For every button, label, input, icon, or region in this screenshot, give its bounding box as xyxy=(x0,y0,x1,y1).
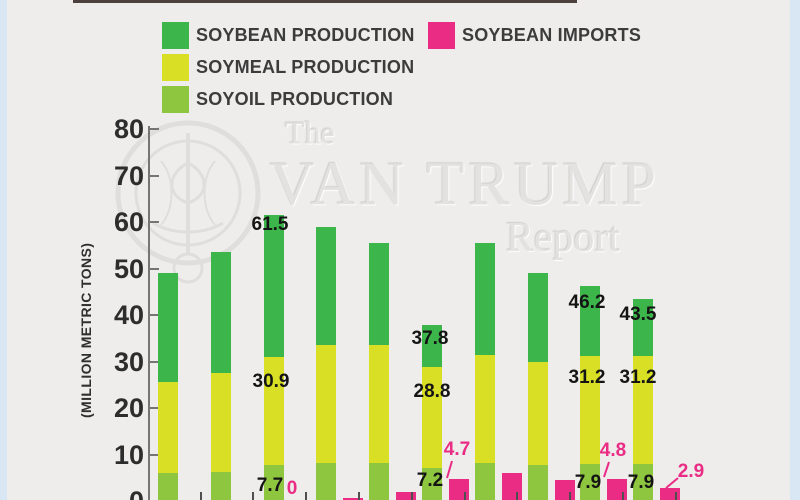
legend-label-soymeal-production: SOYMEAL PRODUCTION xyxy=(196,57,415,77)
legend-label-soyoil-production: SOYOIL PRODUCTION xyxy=(196,89,394,109)
imports-bar xyxy=(501,473,522,500)
y-tick-mark xyxy=(150,174,159,177)
y-tick-label: 70 xyxy=(113,160,144,191)
value-label: 0 xyxy=(286,478,298,499)
y-tick-label: 40 xyxy=(113,300,144,330)
soymeal-bar xyxy=(580,355,601,500)
chart-panel-background xyxy=(7,0,790,500)
soymeal-bar xyxy=(369,345,390,500)
value-label: 7.9 xyxy=(627,472,655,493)
y-tick-mark xyxy=(150,407,159,409)
x-axis-tick xyxy=(357,492,360,500)
soybean-production-swatch xyxy=(162,22,189,49)
y-tick-mark xyxy=(150,221,159,223)
value-label: 7.7 xyxy=(256,475,284,496)
y-tick-label: 80 xyxy=(113,114,144,144)
legend-item-soybean-imports: SOYBEAN IMPORTS xyxy=(428,22,641,49)
soybean-imports-swatch xyxy=(428,22,455,49)
soyoil-bar xyxy=(158,473,178,500)
value-label: 31.2 xyxy=(619,367,657,388)
soyoil-bar xyxy=(263,465,284,500)
value-label: 4.7 xyxy=(443,439,471,460)
imports-bar xyxy=(449,479,469,500)
value-label: 61.5 xyxy=(251,214,289,235)
top-strip xyxy=(73,0,577,3)
x-axis-tick xyxy=(410,492,413,500)
soyoil-bar xyxy=(316,462,337,500)
watermark-van-trump: VAN TRUMP xyxy=(269,150,661,219)
legend-item-soyoil-production: SOYOIL PRODUCTION xyxy=(162,86,393,113)
x-axis-tick xyxy=(674,492,677,500)
soymeal-bar xyxy=(633,355,654,500)
y-tick-label: 60 xyxy=(113,207,144,237)
soyoil-bar xyxy=(422,467,442,500)
watermark-the: The xyxy=(285,114,335,151)
soyoil-bar xyxy=(474,462,495,500)
y-tick-label: 0 xyxy=(84,485,144,500)
value-label: 4.8 xyxy=(599,440,627,461)
y-tick-label: 20 xyxy=(113,393,144,423)
x-axis-tick xyxy=(252,492,255,500)
soyoil-bar xyxy=(633,464,654,500)
y-tick-mark xyxy=(150,360,159,363)
y-tick-label: 30 xyxy=(113,346,144,377)
value-label: 43.5 xyxy=(619,304,657,325)
value-label: 28.8 xyxy=(413,381,451,402)
value-label: 2.9 xyxy=(677,461,705,482)
x-axis-tick xyxy=(199,492,202,500)
value-label: 7.9 xyxy=(574,472,602,493)
legend-label-soybean-production: SOYBEAN PRODUCTION xyxy=(196,25,415,45)
soymeal-production-swatch xyxy=(162,54,189,81)
imports-bar xyxy=(396,492,417,500)
x-axis-tick xyxy=(621,492,624,500)
x-axis-tick xyxy=(516,492,519,500)
imports-bar xyxy=(607,478,628,500)
value-label: 46.2 xyxy=(568,292,606,313)
imports-bar xyxy=(554,480,575,500)
soyoil-bar xyxy=(369,462,390,500)
x-axis-tick xyxy=(305,492,308,500)
imports-bar xyxy=(343,497,364,500)
legend-item-soymeal-production: SOYMEAL PRODUCTION xyxy=(162,54,414,81)
soyoil-bar xyxy=(580,464,601,500)
y-tick-mark xyxy=(150,314,159,316)
soymeal-bar xyxy=(158,382,178,500)
soyoil-production-swatch xyxy=(162,86,189,113)
x-axis-tick xyxy=(569,492,572,500)
y-axis-line xyxy=(148,126,150,500)
watermark-report: Report xyxy=(505,215,621,261)
soymeal-bar xyxy=(316,345,337,500)
y-tick-mark xyxy=(150,128,159,130)
imports-bar xyxy=(660,487,681,500)
soymeal-bar xyxy=(210,373,231,500)
soymeal-bar xyxy=(263,357,284,500)
x-axis-tick xyxy=(463,492,466,500)
y-tick-label: 50 xyxy=(113,253,144,284)
van-trump-grain-logo-watermark xyxy=(115,120,261,284)
soyoil-bar xyxy=(527,465,548,500)
value-label: 31.2 xyxy=(568,367,606,388)
legend-label-soybean-imports: SOYBEAN IMPORTS xyxy=(462,25,642,45)
y-tick-mark xyxy=(150,267,159,270)
y-tick-label: 10 xyxy=(113,439,144,470)
value-label: 30.9 xyxy=(252,371,290,392)
y-tick-mark xyxy=(150,453,159,456)
legend-item-soybean-production: SOYBEAN PRODUCTION xyxy=(162,22,415,49)
soyoil-bar xyxy=(210,471,231,500)
soymeal-bar xyxy=(422,367,442,500)
value-label: 7.2 xyxy=(416,470,444,491)
value-label: 37.8 xyxy=(411,328,449,349)
